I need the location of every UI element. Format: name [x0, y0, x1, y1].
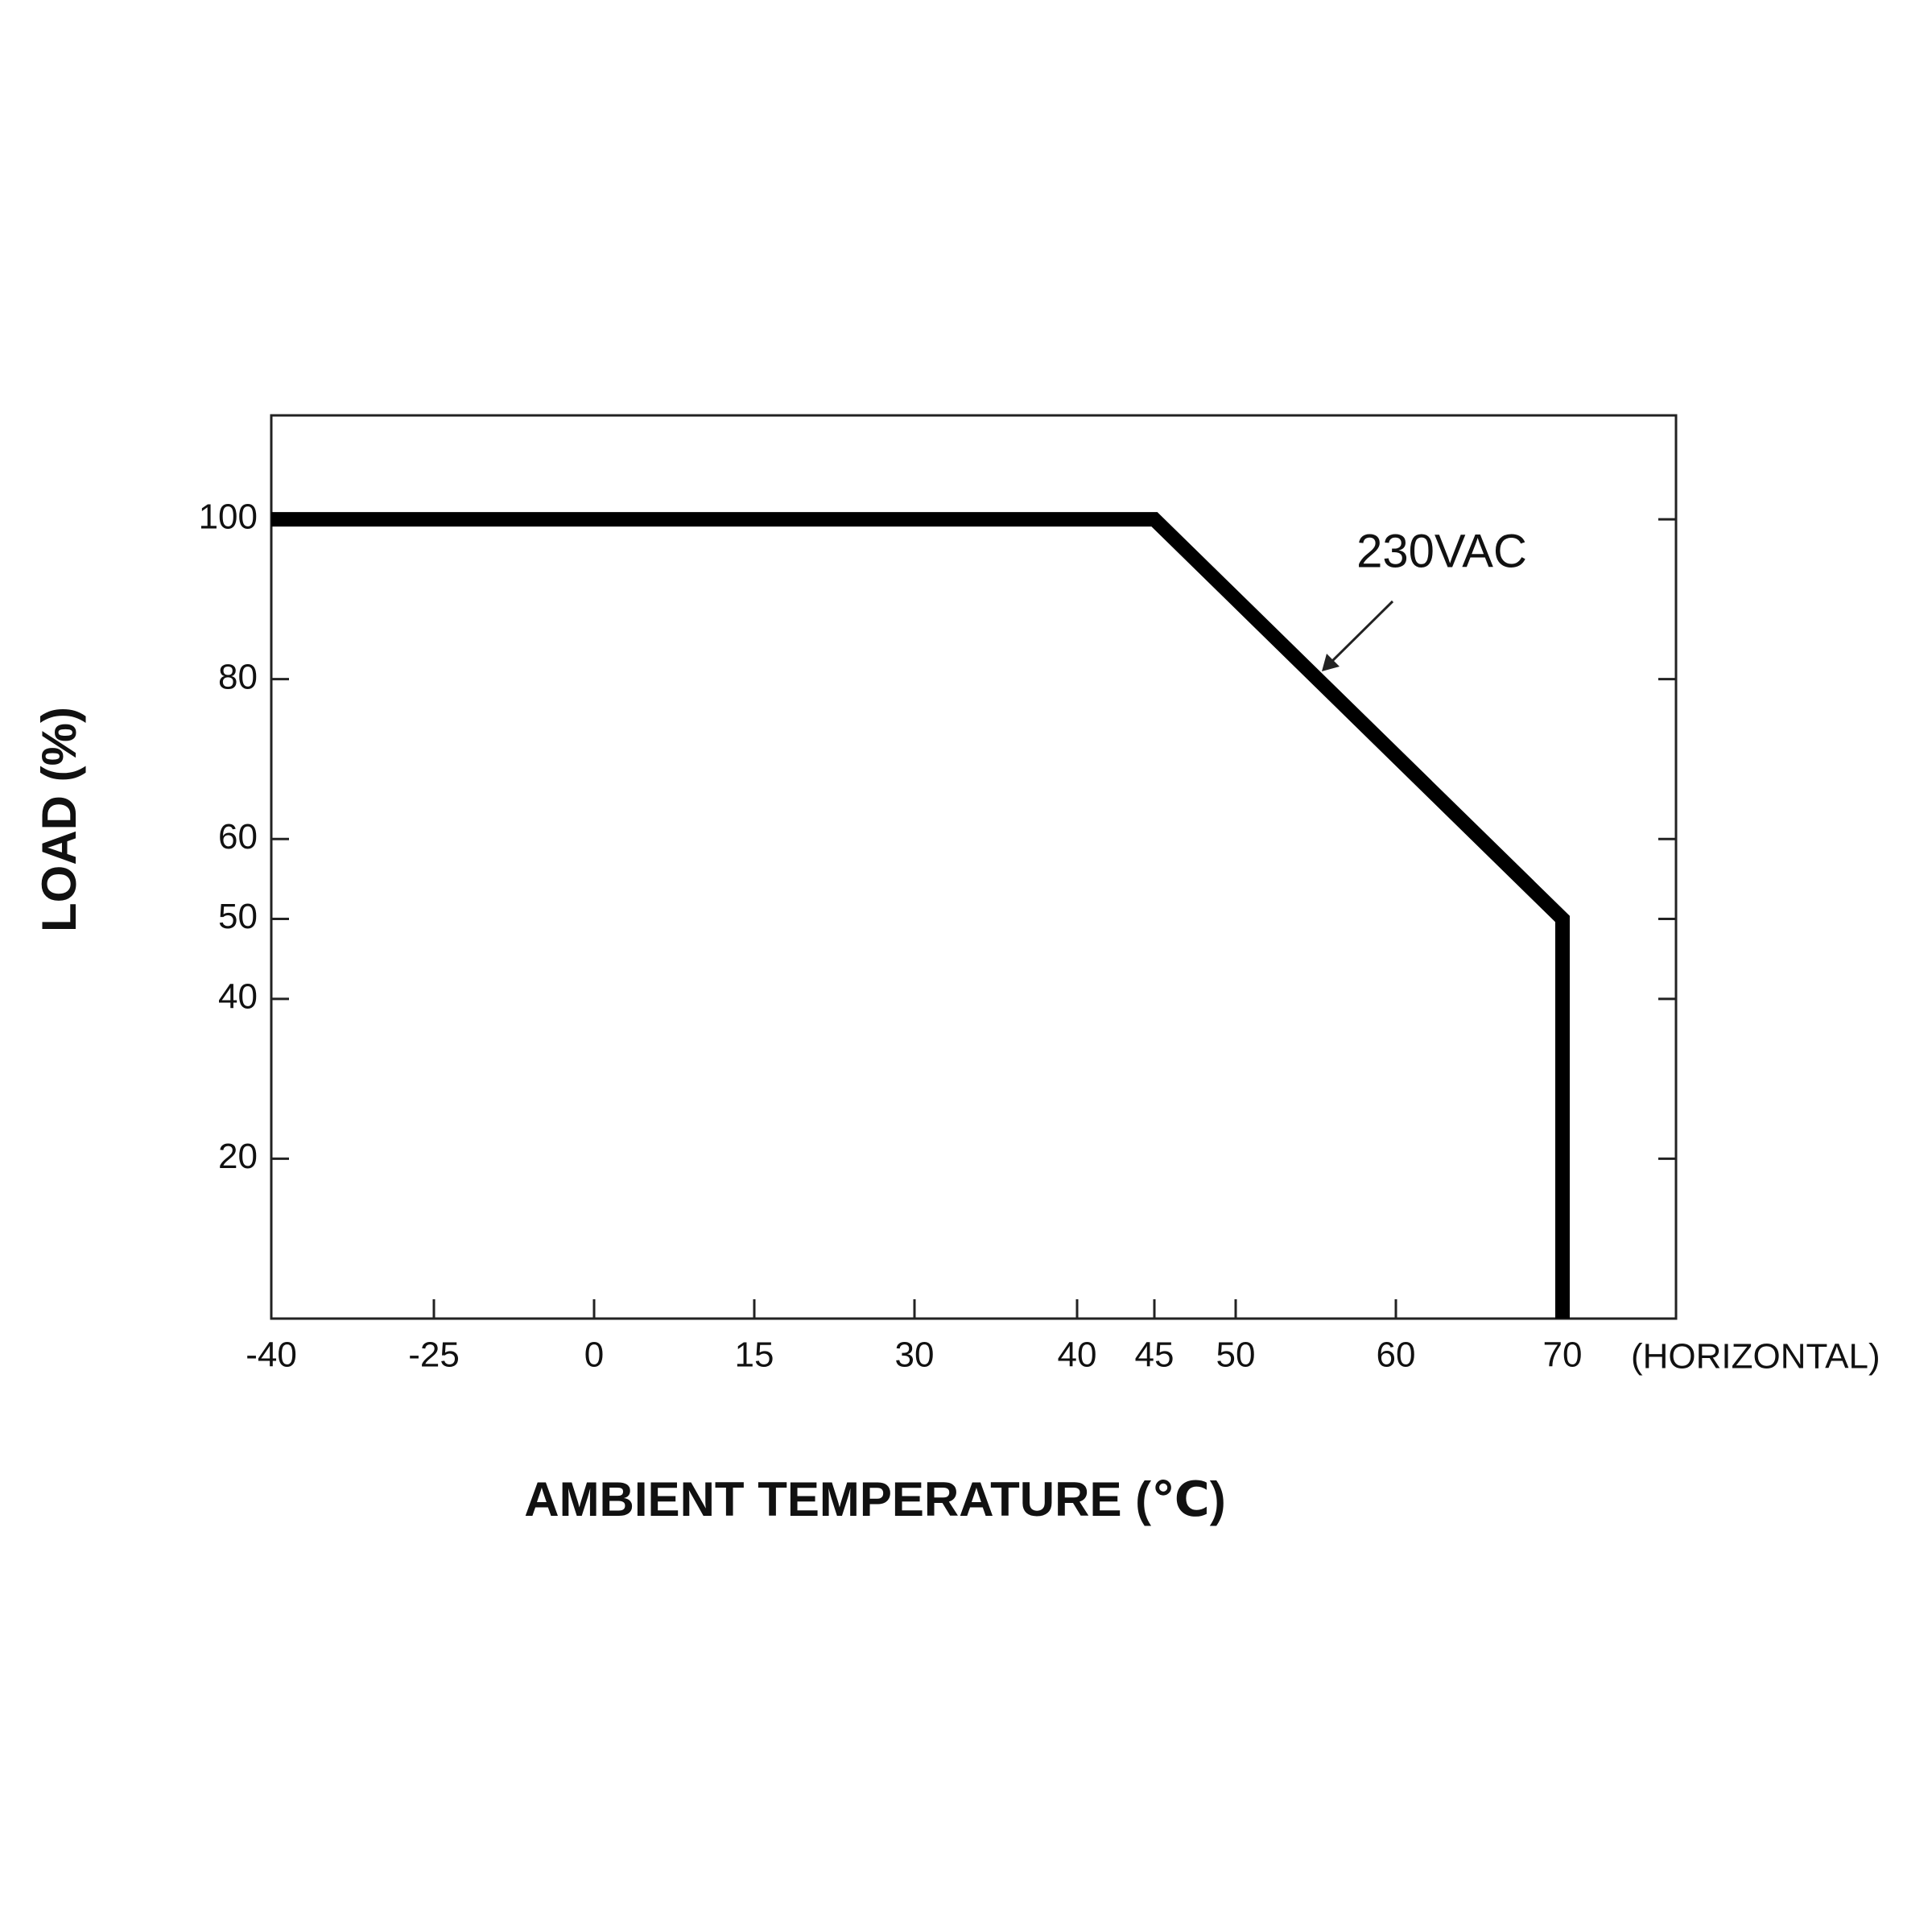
plot-frame: [270, 414, 1678, 1320]
x-tick-label: 40: [1058, 1335, 1097, 1375]
annotation-arrow: [1328, 600, 1394, 665]
x-tick-label: 30: [895, 1335, 935, 1375]
x-tick-label: 45: [1135, 1335, 1174, 1375]
x-tick-label: 70: [1543, 1335, 1583, 1375]
y-axis-title: LOAD (%): [32, 707, 86, 932]
annotation-arrowhead: [1322, 654, 1340, 671]
y-tick-label: 40: [218, 976, 258, 1016]
series-line: [271, 512, 1570, 1319]
x-tick-label: 0: [584, 1335, 604, 1375]
x-tick-label: 50: [1216, 1335, 1256, 1375]
y-tick-label: 50: [218, 897, 258, 936]
x-tick-label: 15: [735, 1335, 774, 1375]
series-annotation: 230VAC: [1356, 525, 1527, 577]
x-tick-label: -25: [408, 1335, 460, 1375]
y-tick-label: 60: [218, 817, 258, 857]
x-axis-title: AMBIENT TEMPERATURE (℃): [524, 1472, 1226, 1526]
y-tick-label: 100: [199, 497, 258, 537]
x-axis-note: (HORIZONTAL): [1631, 1337, 1880, 1377]
y-tick-label: 80: [218, 657, 258, 696]
x-tick-label: -40: [246, 1335, 297, 1375]
y-tick-label: 20: [218, 1137, 258, 1176]
x-tick-label: 60: [1377, 1335, 1416, 1375]
